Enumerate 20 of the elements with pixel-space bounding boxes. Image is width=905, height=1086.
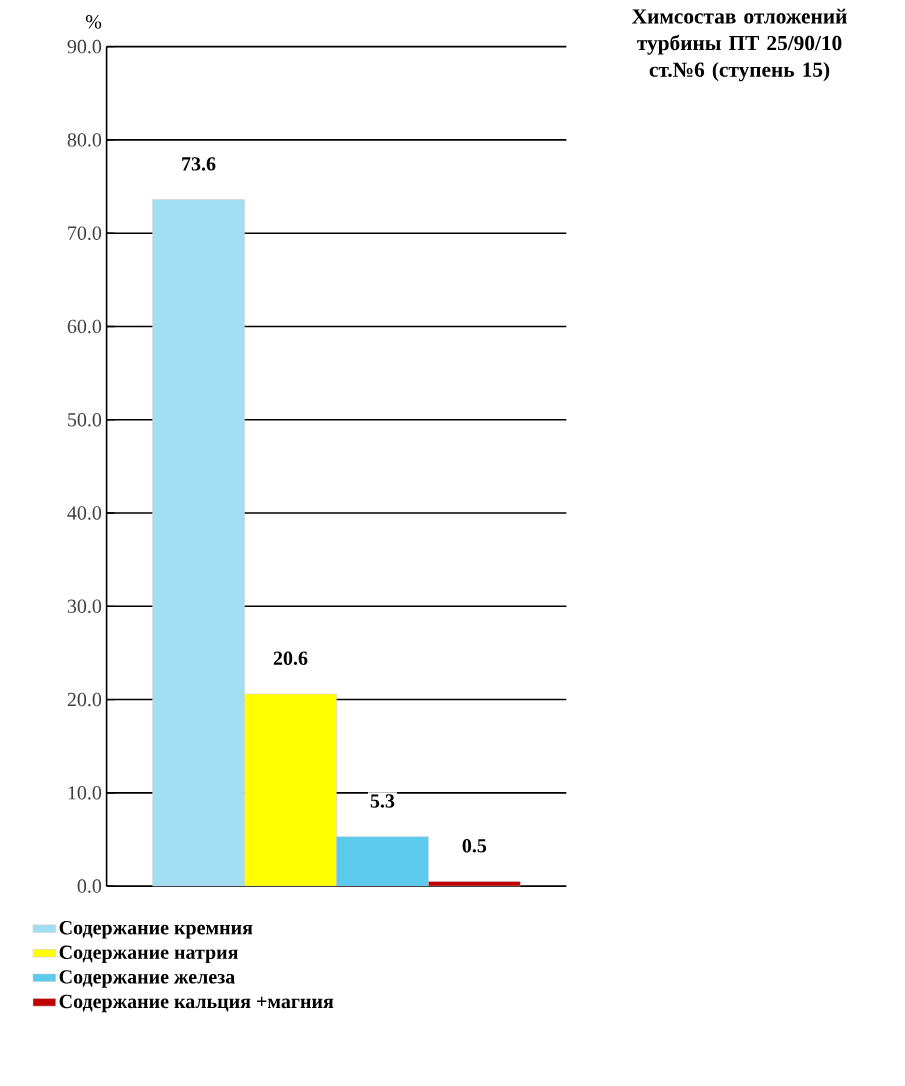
y-tick-label: 60.0 [67, 319, 102, 334]
text: Химсостав отложений турбины ПТ 25/90/10 ст.№6 (ступень 15) [632, 8, 847, 82]
data-label: 73.6 [182, 157, 216, 171]
data-label: 0.5 [462, 838, 487, 853]
legend-label: Содержание натрия [59, 945, 239, 964]
y-tick-label: 70.0 [68, 226, 102, 240]
y-tick-label: 10.0 [68, 786, 102, 800]
y-tick-label: 50.0 [68, 412, 102, 427]
legend-label: Содержание кальция +магния [59, 994, 334, 1013]
y-tick-label: 90.0 [67, 39, 102, 54]
data-label: 5.3 [370, 794, 395, 808]
legend-label: Содержание кремния [59, 921, 253, 939]
y-tick-label: 80.0 [67, 133, 102, 147]
y-tick-label: 30.0 [67, 599, 102, 614]
y-tick-label: 0.0 [77, 879, 102, 893]
y-tick-label: 40.0 [67, 506, 102, 520]
legend-label: Содержание железа [59, 970, 236, 988]
y-tick-label: 20.0 [67, 692, 102, 707]
data-label: 20.6 [273, 651, 308, 666]
y-axis-title: % [86, 15, 102, 29]
